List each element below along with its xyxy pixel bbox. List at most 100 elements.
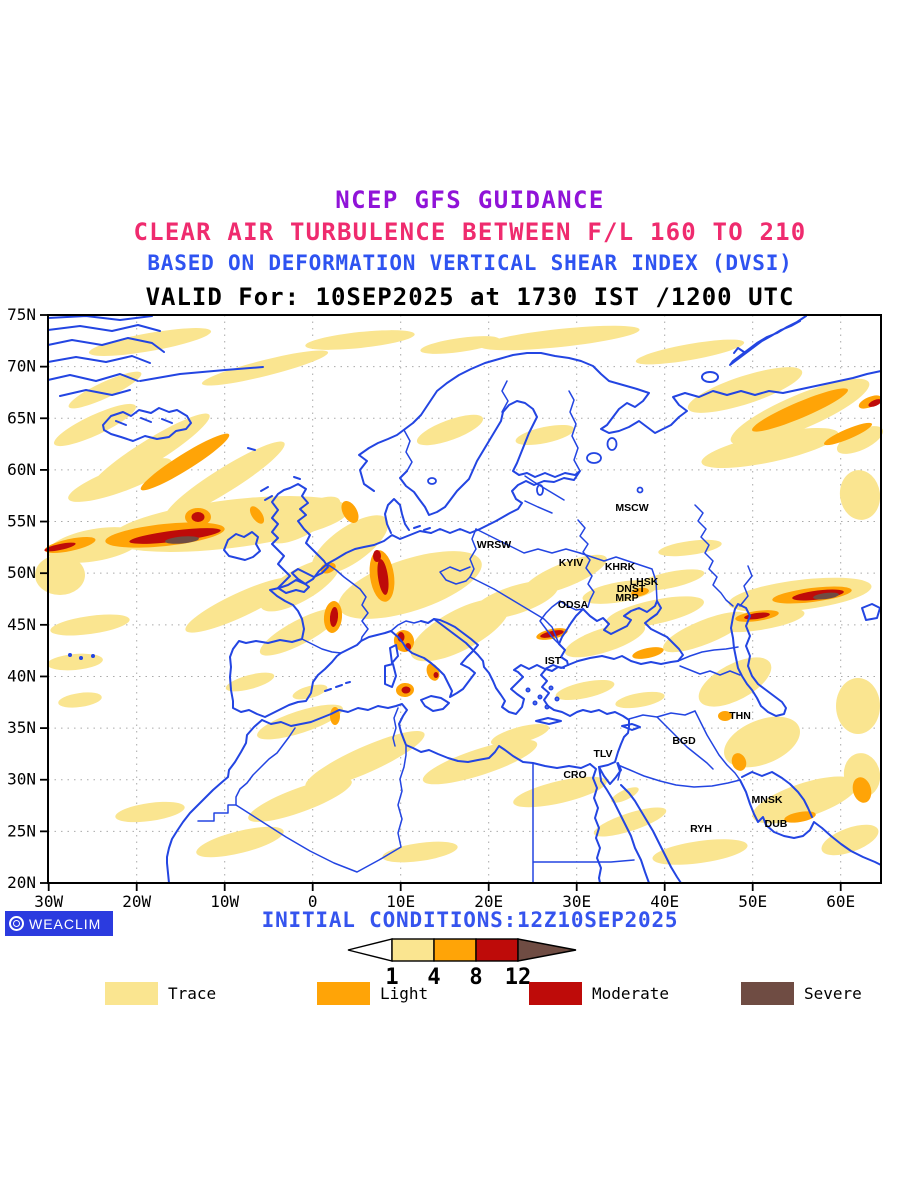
legend-label-trace: Trace — [168, 984, 217, 1003]
axis-ticks — [40, 314, 842, 891]
turbulence-patch-trace — [611, 787, 639, 803]
colorbar-tick-labels: 1 4 8 12 — [385, 965, 531, 990]
lon-label-30E: 30E — [562, 892, 591, 911]
turbulence-patch-trace — [292, 684, 328, 700]
turbulence-patch-trace — [47, 653, 103, 671]
turbulence-patch-trace — [724, 716, 800, 768]
turbulence-patch-trace — [259, 608, 341, 656]
city-label-ryh: RYH — [690, 823, 712, 835]
colorbar-light-segment — [433, 938, 477, 962]
lon-label-10W: 10W — [210, 892, 239, 911]
turbulence-patch-trace — [593, 807, 667, 837]
legend-swatch-trace — [105, 982, 158, 1005]
lat-label-45N: 45N — [7, 615, 36, 634]
turbulence-patch-moderate — [744, 612, 770, 620]
legend-swatch-severe — [741, 982, 794, 1005]
turbulence-patch-trace — [698, 657, 772, 707]
legend-label-light: Light — [380, 984, 429, 1003]
turbulence-patch-trace — [248, 778, 352, 822]
city-label-bgd: BGD — [672, 735, 696, 747]
legend-label-severe: Severe — [804, 984, 862, 1003]
severity-legend: Trace Light Moderate Severe — [0, 981, 900, 1007]
legend-swatch-light — [317, 982, 370, 1005]
city-label-khrk: KHRK — [605, 561, 636, 573]
lon-label-0: 0 — [308, 892, 318, 911]
lon-label-40E: 40E — [650, 892, 679, 911]
city-label-odsa: ODSA — [558, 599, 589, 611]
lon-label-50E: 50E — [738, 892, 767, 911]
city-label-mrp: MRP — [615, 592, 638, 604]
lat-label-70N: 70N — [7, 357, 36, 376]
turbulence-patch-trace — [523, 554, 607, 596]
turbulence-patch-trace — [615, 691, 665, 709]
turbulence-patch-moderate — [129, 528, 221, 544]
turbulence-patch-trace — [338, 551, 482, 619]
turbulence-patch-light — [140, 433, 230, 491]
turbulence-patch-moderate — [329, 607, 339, 627]
turbulence-patch-light — [249, 506, 265, 524]
colorbar-tick-12: 12 — [505, 965, 532, 990]
turbulence-patch-trace — [305, 330, 415, 350]
turbulence-patch-moderate — [373, 550, 381, 562]
city-label-ist: IST — [545, 655, 562, 667]
colorbar-trace-segment — [391, 938, 435, 962]
city-label-cro: CRO — [563, 769, 586, 781]
turbulence-patch-trace — [687, 367, 803, 413]
turbulence-patch-light — [858, 395, 882, 409]
logo-ring-icon — [9, 916, 24, 931]
colorbar-tick-8: 8 — [469, 965, 482, 990]
title-valid-time: VALID For: 10SEP2025 at 1730 IST /1200 U… — [145, 283, 795, 311]
lon-label-60E: 60E — [826, 892, 855, 911]
lakes — [68, 437, 644, 660]
turbulence-patch-trace — [68, 458, 172, 502]
lat-label-25N: 25N — [7, 821, 36, 840]
lon-label-20W: 20W — [122, 892, 151, 911]
turbulence-patch-trace — [555, 679, 615, 701]
lon-label-30W: 30W — [34, 892, 63, 911]
turbulence-patch-trace — [836, 426, 884, 454]
city-label-lhsk: LHSK — [630, 576, 659, 588]
turbulence-patch-trace — [115, 801, 185, 823]
turbulence-patch-trace — [269, 496, 341, 544]
turbulence-patch-light — [718, 711, 732, 721]
coastlines — [47, 315, 882, 884]
turbulence-patch-trace — [225, 672, 275, 692]
city-label-wrsw: WRSW — [477, 539, 511, 551]
turbulence-patch-severe — [813, 592, 839, 600]
turbulence-patch-trace — [652, 839, 748, 865]
turbulence-patch-trace — [422, 739, 538, 785]
turbulence-patch-light — [631, 587, 649, 597]
turbulence-patch-trace — [490, 724, 550, 746]
turbulence-patch-trace — [480, 325, 640, 351]
logo-text: WEACLIM — [29, 915, 102, 932]
turbulence-patch-light — [632, 647, 664, 659]
city-label-dub: DUB — [765, 818, 788, 830]
turbulence-patch-light — [752, 388, 848, 432]
title-model: NCEP GFS GUIDANCE — [335, 186, 605, 214]
turbulence-patch-trace — [201, 350, 329, 386]
turbulence-patch-trace — [420, 336, 500, 354]
lat-label-55N: 55N — [7, 512, 36, 531]
turbulence-patch-moderate — [540, 630, 564, 638]
city-label-mscw: MSCW — [615, 502, 648, 514]
lon-label-20E: 20E — [474, 892, 503, 911]
turbulence-patch-trace — [165, 441, 285, 519]
turbulence-patch-trace — [50, 614, 130, 636]
turbulence-patch-trace — [821, 824, 879, 856]
lat-label-50N: 50N — [7, 563, 36, 582]
title-method: BASED ON DEFORMATION VERTICAL SHEAR INDE… — [147, 251, 793, 275]
turbulence-patch-light — [823, 422, 873, 446]
colorbar-left-arrow — [347, 938, 393, 962]
turbulence-patch-trace — [839, 470, 881, 520]
legend-swatch-moderate — [529, 982, 582, 1005]
lat-label-30N: 30N — [7, 770, 36, 789]
turbulence-patch-severe — [165, 536, 199, 544]
colorbar-tick-1: 1 — [385, 965, 398, 990]
latitude-labels: 75N 70N 65N 60N 55N 50N 45N 40N 35N 30N 25N 20N — [7, 305, 36, 892]
turbulence-patch-light — [852, 777, 872, 803]
legend-label-moderate: Moderate — [592, 984, 670, 1003]
map-frame — [47, 314, 882, 884]
lat-label-75N: 75N — [7, 305, 36, 324]
